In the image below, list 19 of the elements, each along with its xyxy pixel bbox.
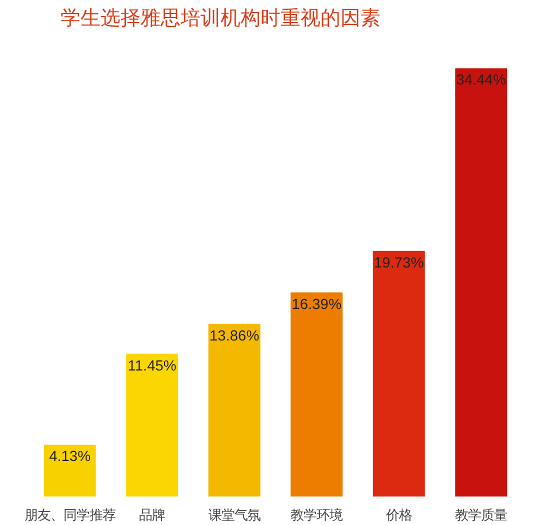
bar bbox=[126, 354, 178, 496]
chart-title: 学生选择雅思培训机构时重视的因素 bbox=[60, 8, 380, 30]
x-tick-label: 价格 bbox=[384, 508, 412, 522]
x-tick-label: 品牌 bbox=[139, 508, 166, 522]
data-label: 34.44% bbox=[456, 72, 506, 89]
x-tick-label: 教学质量 bbox=[455, 508, 508, 522]
bar bbox=[44, 444, 96, 496]
data-label: 16.39% bbox=[292, 296, 342, 313]
x-tick-label: 朋友、同学推荐 bbox=[24, 508, 116, 522]
bar bbox=[372, 250, 425, 496]
data-label: 4.13% bbox=[49, 449, 91, 466]
data-label: 13.86% bbox=[210, 328, 260, 344]
bar bbox=[208, 324, 260, 496]
x-tick-label: 课堂气氛 bbox=[208, 508, 260, 522]
bar bbox=[290, 292, 343, 496]
data-label: 19.73% bbox=[374, 255, 424, 272]
x-tick-label: 教学环境 bbox=[290, 508, 343, 522]
data-label: 11.45% bbox=[128, 358, 176, 374]
bar bbox=[455, 68, 508, 496]
